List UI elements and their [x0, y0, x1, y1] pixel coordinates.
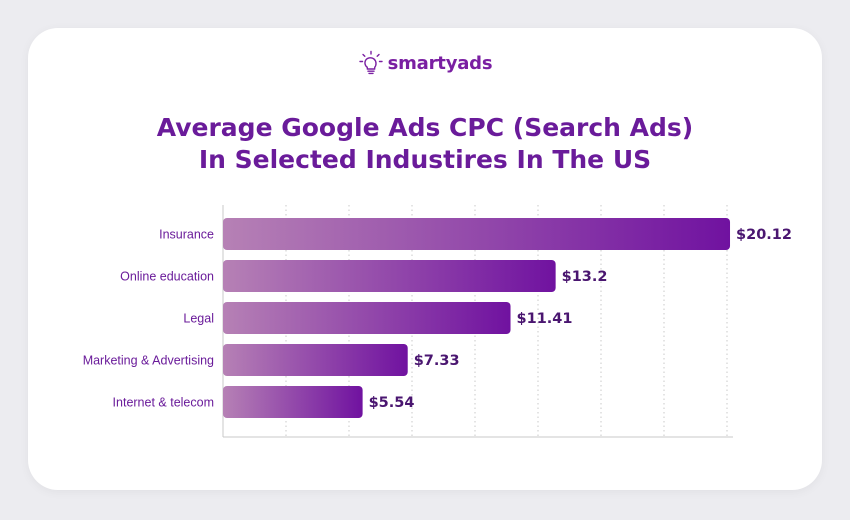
value-label: $20.12	[736, 227, 792, 243]
category-label: Insurance	[159, 228, 214, 242]
category-label: Marketing & Advertising	[83, 354, 214, 368]
bar	[223, 218, 731, 250]
value-label: $13.2	[562, 269, 608, 285]
bar	[223, 302, 511, 334]
bar	[223, 344, 408, 376]
chart-card	[28, 28, 822, 490]
lightbulb-icon	[358, 50, 383, 75]
brand-logo: smartyads	[0, 50, 850, 76]
category-label: Online education	[120, 270, 214, 284]
bar	[223, 386, 363, 418]
bar	[223, 260, 556, 292]
chart-title-line-2: In Selected Industires In The US	[198, 145, 652, 174]
value-label: $11.41	[517, 311, 573, 327]
category-label: Legal	[183, 312, 214, 326]
value-label: $5.54	[369, 395, 415, 411]
chart-title: Average Google Ads CPC (Search Ads) In S…	[0, 112, 850, 176]
chart-title-line-1: Average Google Ads CPC (Search Ads)	[156, 113, 694, 142]
value-label: $7.33	[414, 353, 460, 369]
logo-text: smartyads	[387, 52, 493, 74]
category-label: Internet & telecom	[113, 396, 214, 410]
